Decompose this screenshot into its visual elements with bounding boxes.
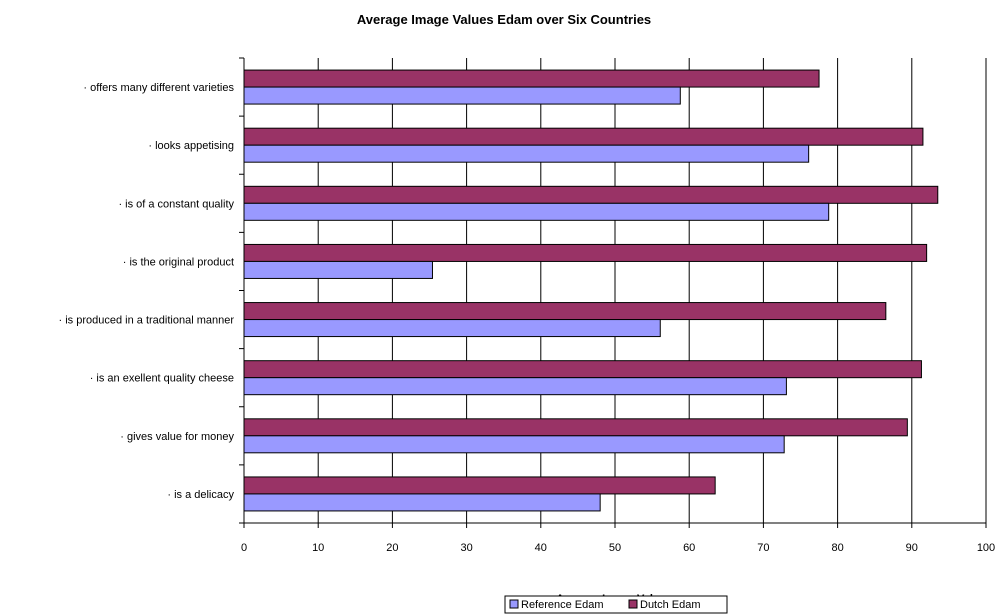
category-label: · is of a constant quality [118, 198, 234, 210]
legend-swatch-reference-edam [509, 599, 519, 609]
x-tick-label: 0 [241, 542, 247, 554]
legend-swatch-dutch-edam [628, 599, 638, 609]
legend-box [504, 595, 728, 614]
bar-reference-edam [243, 319, 661, 338]
bar-reference-edam [243, 144, 810, 163]
category-label: · offers many different varieties [83, 82, 234, 94]
bar-dutch-edam [243, 185, 939, 204]
bar-dutch-edam [243, 418, 908, 437]
category-label: · is the original product [123, 256, 234, 268]
bar-reference-edam [243, 202, 830, 221]
legend-label-dutch-edam: Dutch Edam [640, 599, 701, 611]
bar-dutch-edam [243, 476, 716, 495]
x-tick-label: 50 [609, 542, 621, 554]
bar-dutch-edam [243, 243, 928, 262]
x-tick-label: 60 [683, 542, 695, 554]
legend-label-reference-edam: Reference Edam [521, 599, 604, 611]
category-label: · looks appetising [148, 140, 234, 152]
x-tick-label: 100 [977, 542, 995, 554]
bar-reference-edam [243, 493, 601, 512]
x-tick-label: 40 [535, 542, 547, 554]
bar-dutch-edam [243, 127, 924, 146]
x-tick-label: 90 [906, 542, 918, 554]
x-tick-label: 30 [460, 542, 472, 554]
chart-title: Average Image Values Edam over Six Count… [357, 12, 651, 27]
x-tick-label: 80 [831, 542, 843, 554]
category-label: · gives value for money [120, 431, 234, 443]
legend: Reference Edam Dutch Edam [504, 595, 728, 614]
category-label: · is produced in a traditional manner [59, 315, 235, 327]
category-label: · is a delicacy [167, 489, 234, 501]
bar-reference-edam [243, 377, 787, 396]
category-label: · is an exellent quality cheese [90, 373, 234, 385]
bars [243, 69, 939, 512]
bar-dutch-edam [243, 360, 922, 379]
bar-reference-edam [243, 260, 433, 279]
bar-dutch-edam [243, 69, 820, 88]
x-tick-label: 20 [386, 542, 398, 554]
x-tick-label: 10 [312, 542, 324, 554]
bar-reference-edam [243, 435, 785, 454]
x-tick-labels: 0 10 20 30 40 50 60 70 80 90 100 [241, 542, 995, 554]
bar-reference-edam [243, 86, 681, 105]
axes [239, 57, 987, 528]
category-labels: · offers many different varieties · looks… [59, 82, 235, 501]
bar-dutch-edam [243, 302, 887, 321]
x-tick-label: 70 [757, 542, 769, 554]
